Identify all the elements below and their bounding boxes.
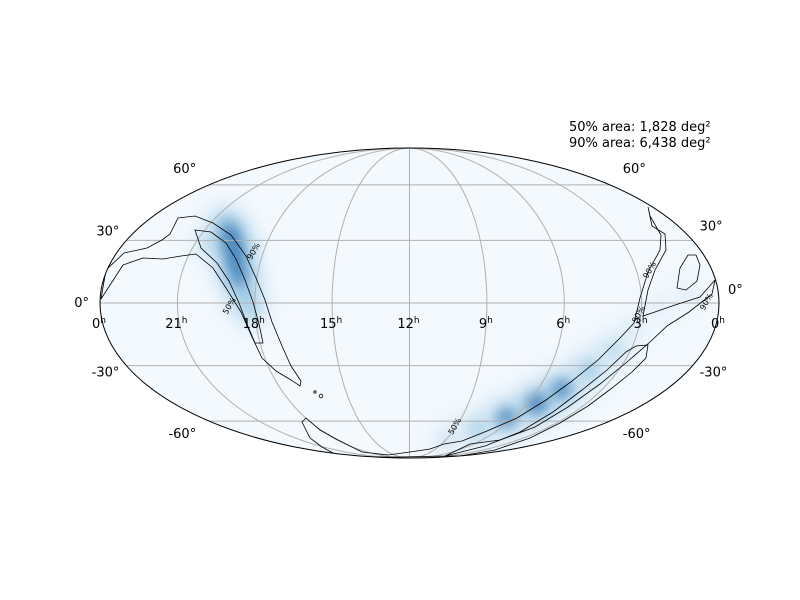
heat-core — [224, 249, 248, 273]
map-outline — [99, 147, 720, 459]
heat-core — [550, 378, 573, 401]
contour-speck — [313, 390, 317, 394]
heat-core — [605, 340, 623, 358]
ra-label: 0h — [711, 316, 725, 332]
dec-axis-labels: 60° 60° 30° 30° 0° 0° -30° -30° -60° -60° — [74, 162, 743, 442]
ra-label: 9h — [479, 316, 493, 332]
dec-label-right: 0° — [728, 283, 743, 298]
heat-core — [525, 392, 549, 416]
meridian-line — [331, 148, 410, 458]
heat-core — [467, 419, 487, 439]
heat-core — [578, 359, 599, 380]
heat-north-arc — [197, 212, 259, 321]
contour-90-south — [301, 206, 716, 458]
dec-label-left: 30° — [96, 224, 119, 239]
dec-label-left: 0° — [74, 296, 89, 311]
dec-label-left: -60° — [168, 427, 196, 442]
ra-label: 18h — [243, 316, 265, 332]
heat-core — [681, 288, 695, 301]
contour-50-south — [444, 344, 649, 457]
ra-label: 12h — [397, 316, 419, 332]
dec-label-right: 30° — [700, 219, 723, 234]
dec-label-right: 60° — [623, 162, 646, 177]
contour-speck — [318, 393, 324, 399]
contour-90-north — [100, 215, 302, 387]
heat-core — [626, 321, 641, 336]
dec-label-right: -30° — [700, 366, 728, 381]
heat-core — [197, 237, 212, 252]
ra-label: 0h — [92, 316, 106, 332]
area-50-label: 50% area: 1,828 deg² — [569, 120, 711, 135]
contour-50-north — [194, 229, 264, 344]
ra-axis-labels: 0h 21h 18h 15h 12h 9h 6h 3h 0h — [92, 316, 725, 332]
heat-core — [495, 406, 518, 429]
area-90-label: 90% area: 6,438 deg² — [569, 136, 711, 151]
meridian-line — [176, 148, 410, 458]
heat-core — [235, 284, 255, 305]
graticule — [100, 148, 719, 458]
credible-contours — [100, 206, 716, 458]
dec-label-left: -30° — [92, 366, 120, 381]
ra-label: 6h — [556, 316, 570, 332]
meridian-line — [409, 148, 488, 458]
meridian-line — [409, 148, 643, 458]
contour-90-island — [676, 254, 701, 291]
ra-label: 21h — [165, 316, 187, 332]
dec-label-left: 60° — [173, 162, 196, 177]
heat-core — [228, 266, 250, 289]
dec-label-right: -60° — [623, 427, 651, 442]
ra-label: 15h — [320, 316, 342, 332]
ra-label: 3h — [634, 316, 648, 332]
